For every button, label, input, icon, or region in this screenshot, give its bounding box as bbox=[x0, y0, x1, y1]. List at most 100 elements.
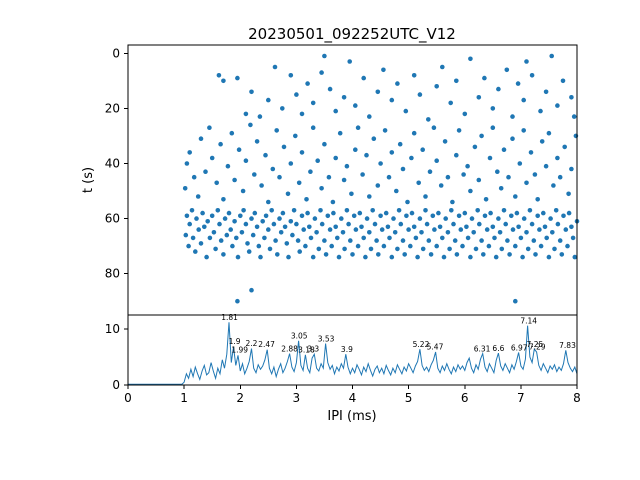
scatter-point bbox=[375, 183, 381, 188]
scatter-point bbox=[411, 130, 417, 136]
scatter-point bbox=[404, 213, 409, 219]
scatter-point bbox=[327, 227, 333, 232]
scatter-point bbox=[486, 243, 492, 249]
scatter-point bbox=[277, 174, 282, 180]
scatter-point bbox=[254, 139, 260, 144]
scatter-point bbox=[249, 89, 254, 95]
scatter-point bbox=[465, 235, 471, 241]
scatter-point bbox=[482, 213, 488, 219]
scatter-point bbox=[544, 235, 549, 241]
scatter-point bbox=[344, 208, 350, 213]
scatter-point bbox=[557, 238, 563, 243]
scatter-point bbox=[278, 230, 284, 235]
scatter-point bbox=[207, 235, 213, 241]
scatter-point bbox=[229, 130, 235, 136]
scatter-point bbox=[333, 155, 339, 161]
scatter-point bbox=[398, 221, 404, 227]
scatter-point bbox=[303, 243, 308, 249]
scatter-point bbox=[566, 191, 571, 197]
scatter-point bbox=[296, 180, 302, 186]
scatter-point bbox=[322, 141, 327, 147]
scatter-point bbox=[417, 92, 423, 97]
scatter-point bbox=[571, 114, 577, 119]
scatter-point bbox=[297, 249, 303, 254]
scatter-point bbox=[204, 254, 209, 260]
scatter-point bbox=[361, 75, 367, 81]
scatter-point bbox=[322, 53, 327, 59]
scatter-point bbox=[456, 128, 462, 133]
scatter-point bbox=[525, 246, 531, 252]
scatter-point bbox=[213, 246, 218, 252]
scatter-point bbox=[487, 155, 493, 161]
scatter-point bbox=[260, 219, 266, 224]
scatter-point bbox=[411, 73, 417, 78]
x-tick-label: 1 bbox=[180, 391, 188, 405]
scatter-point bbox=[504, 67, 510, 73]
scatter-point bbox=[415, 254, 420, 260]
scatter-point bbox=[318, 208, 323, 213]
scatter-point bbox=[259, 183, 264, 188]
scatter-point bbox=[437, 224, 443, 230]
scatter-point bbox=[203, 169, 208, 174]
scatter-point bbox=[215, 208, 221, 213]
scatter-point bbox=[270, 166, 276, 172]
scatter-point bbox=[335, 235, 340, 241]
scatter-point bbox=[254, 224, 260, 230]
scatter-point bbox=[542, 224, 548, 230]
scatter-point bbox=[305, 81, 310, 86]
scatter-point bbox=[209, 213, 215, 219]
y-tick-label: 40 bbox=[105, 156, 120, 170]
scatter-point bbox=[381, 67, 386, 73]
scatter-point bbox=[462, 111, 468, 117]
scatter-point bbox=[221, 252, 226, 257]
scatter-point bbox=[392, 230, 398, 235]
scatter-point bbox=[385, 224, 391, 230]
scatter-point bbox=[400, 166, 406, 172]
scatter-point bbox=[445, 230, 451, 235]
scatter-point bbox=[218, 238, 224, 243]
scatter-point bbox=[516, 224, 521, 230]
scatter-point bbox=[451, 221, 456, 227]
scatter-point bbox=[381, 243, 387, 249]
peak-annotation: 7.25 bbox=[527, 340, 544, 349]
peak-annotation: 3.05 bbox=[291, 332, 308, 341]
scatter-point bbox=[497, 230, 503, 235]
scatter-point bbox=[339, 216, 344, 221]
peak-annotations: 1.81 1.91.992.2 2.47 2.88 3.05 3.183.33.53 3.9… bbox=[221, 313, 576, 355]
scatter-point bbox=[271, 221, 277, 227]
scatter-point bbox=[419, 230, 424, 235]
scatter-point bbox=[476, 177, 482, 183]
scatter-point bbox=[367, 194, 372, 199]
scatter-point bbox=[465, 163, 470, 169]
scatter-point bbox=[555, 103, 560, 108]
scatter-point bbox=[454, 78, 459, 84]
scatter-point bbox=[572, 254, 578, 260]
scatter-point bbox=[432, 227, 437, 232]
scatter-point bbox=[282, 224, 288, 230]
scatter-point bbox=[368, 246, 374, 252]
scatter-point bbox=[552, 246, 557, 252]
scatter-point bbox=[341, 95, 347, 100]
scatter-point bbox=[389, 97, 395, 103]
scatter-point bbox=[347, 59, 353, 64]
scatter-point bbox=[316, 246, 322, 252]
scatter-point bbox=[541, 210, 546, 216]
ipi-line-plot bbox=[128, 322, 578, 385]
x-tick-label: 0 bbox=[124, 391, 132, 405]
scatter-point bbox=[378, 161, 383, 166]
scatter-point bbox=[299, 111, 305, 117]
scatter-point bbox=[294, 92, 299, 97]
scatter-point bbox=[319, 221, 325, 227]
scatter-point bbox=[284, 241, 290, 246]
peak-annotation: 2.47 bbox=[258, 340, 275, 349]
scatter-point bbox=[528, 150, 534, 155]
scatter-point bbox=[423, 208, 428, 213]
scatter-point bbox=[344, 163, 350, 169]
scatter-point bbox=[340, 230, 346, 235]
scatter-point bbox=[555, 155, 560, 161]
scatter-point bbox=[367, 230, 372, 235]
x-tick-label: 8 bbox=[573, 391, 581, 405]
peak-annotation: 3.9 bbox=[341, 345, 353, 354]
scatter-point bbox=[257, 114, 263, 119]
scatter-point bbox=[391, 216, 396, 221]
